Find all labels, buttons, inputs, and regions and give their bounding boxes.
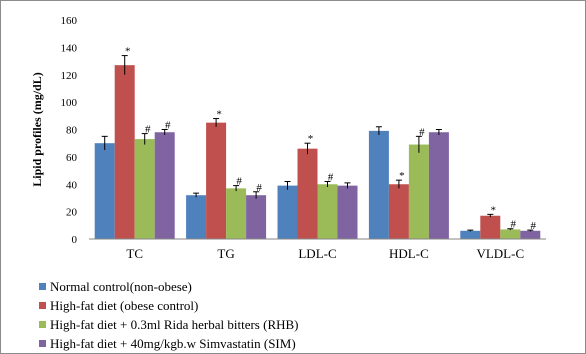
legend-item: Normal control(non-obese) <box>39 277 579 296</box>
bar <box>114 65 135 239</box>
legend-item: High-fat diet (obese control) <box>39 296 579 315</box>
bar <box>206 122 227 239</box>
y-tick-label: 40 <box>66 179 78 191</box>
significance-marker: # <box>531 220 537 232</box>
legend-item: High-fat diet + 40mg/kgb.w Simvastatin (… <box>39 334 579 353</box>
y-tick-label: 20 <box>66 207 78 219</box>
legend-label: High-fat diet + 0.3ml Rida herbal bitter… <box>50 316 299 332</box>
legend-label: Normal control(non-obese) <box>50 278 192 294</box>
y-tick-label: 0 <box>72 234 78 246</box>
bar <box>186 195 207 239</box>
y-axis-ticks: 0 20 40 60 80 100 120 140 160 <box>61 15 78 246</box>
chart-plot: 0 20 40 60 80 100 120 140 160 * # # * # # * # * # * # # TC TG… <box>30 15 546 261</box>
x-tick-label: LDL-C <box>298 246 336 261</box>
significance-markers: * # # * # # * # * # * # # <box>125 46 537 233</box>
legend-item: High-fat diet + 0.3ml Rida herbal bitter… <box>39 315 579 334</box>
significance-marker: # <box>511 219 517 231</box>
legend-swatch <box>39 283 46 290</box>
legend-label: High-fat diet (obese control) <box>50 297 199 313</box>
legend-swatch <box>39 340 46 347</box>
bar <box>408 144 429 239</box>
category-labels: TC TG LDL-C HDL-C VLDL-C <box>126 246 524 261</box>
bar <box>460 230 481 239</box>
bar <box>388 184 409 239</box>
significance-marker: * <box>216 109 222 121</box>
bar <box>277 185 298 239</box>
x-tick-label: HDL-C <box>389 246 429 261</box>
bar <box>520 230 541 239</box>
legend: Normal control(non-obese) High-fat diet (… <box>39 277 579 353</box>
significance-marker: # <box>256 182 262 194</box>
significance-marker: # <box>419 126 425 138</box>
significance-marker: * <box>308 133 314 145</box>
bar <box>226 188 247 239</box>
significance-marker: * <box>399 170 405 182</box>
bars <box>94 55 541 239</box>
y-tick-label: 100 <box>61 97 78 109</box>
bar <box>154 132 175 239</box>
y-tick-label: 80 <box>66 125 78 137</box>
bar <box>337 185 358 239</box>
significance-marker: * <box>491 204 497 216</box>
bar <box>94 143 115 239</box>
legend-swatch <box>39 302 46 309</box>
significance-marker: # <box>236 176 242 188</box>
significance-marker: # <box>165 120 171 132</box>
y-axis-label: Lipid profiles (mg/dL) <box>30 72 44 186</box>
legend-swatch <box>39 321 46 328</box>
bar <box>500 229 521 239</box>
significance-marker: * <box>125 46 131 58</box>
y-tick-label: 120 <box>61 70 78 82</box>
y-tick-label: 140 <box>61 42 78 54</box>
bar <box>428 132 449 239</box>
x-tick-label: TC <box>126 246 143 261</box>
bar <box>297 148 318 239</box>
x-tick-label: VLDL-C <box>476 246 524 261</box>
bar <box>368 130 389 239</box>
significance-marker: # <box>328 172 334 184</box>
bar <box>480 215 501 239</box>
bar <box>317 184 338 239</box>
x-tick-label: TG <box>217 246 234 261</box>
bar <box>134 139 155 239</box>
y-tick-label: 60 <box>66 152 78 164</box>
significance-marker: # <box>145 124 151 136</box>
y-tick-label: 160 <box>61 15 78 27</box>
legend-label: High-fat diet + 40mg/kgb.w Simvastatin (… <box>50 335 296 351</box>
bar <box>246 195 267 239</box>
